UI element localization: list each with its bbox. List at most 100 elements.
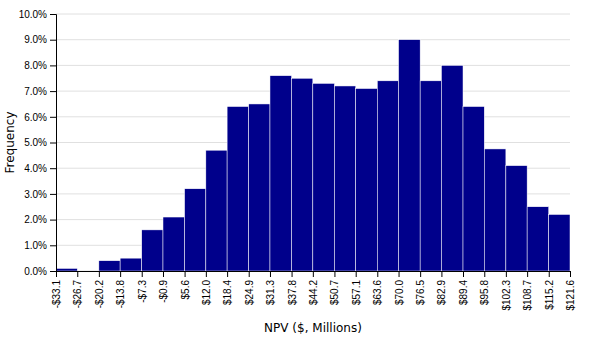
x-tick-label: -$7.3	[137, 280, 148, 303]
y-tick: 4.0%	[24, 163, 56, 174]
x-tick-mark	[249, 271, 250, 277]
y-tick-mark	[50, 194, 56, 195]
x-tick-mark	[292, 271, 293, 277]
x-tick-label: $102.3	[501, 280, 512, 311]
x-axis: -$33.1-$26.7-$20.2-$13.8-$7.3-$0.9$5.6$1…	[51, 271, 576, 311]
y-tick-label: 7.0%	[24, 86, 47, 97]
x-tick-label: $121.6	[565, 280, 576, 311]
x-tick: $5.6	[180, 271, 191, 299]
x-tick-mark	[334, 271, 335, 277]
x-tick: $82.9	[436, 271, 447, 305]
x-tick-label: $57.1	[351, 280, 362, 305]
x-tick: -$13.8	[115, 271, 126, 308]
y-tick: 9.0%	[24, 34, 56, 45]
x-tick: $63.6	[372, 271, 383, 305]
y-tick-label: 2.0%	[24, 214, 47, 225]
x-tick: -$26.7	[72, 271, 83, 308]
x-tick-mark	[120, 271, 121, 277]
plot-area: -$33.1-$26.7-$20.2-$13.8-$7.3-$0.9$5.6$1…	[19, 9, 576, 311]
bar	[506, 166, 527, 271]
bar	[549, 214, 570, 271]
x-tick: $95.8	[479, 271, 490, 305]
y-tick-label: 6.0%	[24, 112, 47, 123]
y-tick-mark	[50, 91, 56, 92]
grid-line	[56, 65, 570, 66]
x-tick-label: $89.4	[458, 280, 469, 305]
x-tick-mark	[463, 271, 464, 277]
x-tick-label: $95.8	[479, 280, 490, 305]
y-axis-title: Frequency	[3, 112, 17, 174]
x-tick-label: $108.7	[522, 280, 533, 311]
x-tick-label: $44.2	[308, 280, 319, 305]
x-tick: $102.3	[501, 271, 512, 311]
bar	[120, 258, 142, 271]
bar	[270, 76, 292, 271]
x-tick-label: -$0.9	[158, 280, 169, 303]
bar	[356, 89, 378, 271]
x-axis-line	[57, 272, 571, 278]
x-tick: $108.7	[522, 271, 533, 311]
y-tick-mark	[50, 271, 56, 272]
y-tick-mark	[50, 14, 56, 15]
x-tick: $44.2	[308, 271, 319, 305]
x-tick-label: $115.2	[544, 280, 555, 310]
y-tick-mark	[50, 117, 56, 118]
y-tick-mark	[50, 143, 56, 144]
x-tick-mark	[399, 271, 400, 277]
bar	[99, 261, 120, 271]
y-tick: 10.0%	[19, 9, 56, 20]
bar	[142, 230, 163, 271]
x-tick-mark	[356, 271, 357, 277]
bar	[56, 268, 77, 271]
x-tick-label: -$26.7	[72, 280, 83, 309]
x-tick-mark	[99, 271, 100, 277]
x-tick-mark	[506, 271, 507, 277]
x-tick-label: $37.8	[287, 280, 298, 305]
x-tick-mark	[570, 271, 571, 277]
x-tick: $37.8	[287, 271, 298, 305]
y-tick-label: 5.0%	[24, 137, 47, 148]
x-tick-label: $31.3	[265, 280, 276, 305]
bar	[420, 81, 441, 271]
x-tick: $121.6	[565, 271, 576, 311]
bar	[249, 104, 270, 271]
grid	[56, 14, 570, 271]
x-tick: $24.9	[244, 271, 255, 305]
x-tick: $12.0	[201, 271, 212, 305]
x-tick-label: $63.6	[372, 280, 383, 305]
x-tick: $89.4	[458, 271, 469, 305]
y-tick: 6.0%	[24, 112, 56, 123]
x-tick-label: $70.0	[394, 280, 405, 305]
y-tick: 2.0%	[24, 214, 56, 225]
x-axis-title: NPV ($, Millions)	[264, 321, 362, 335]
bar	[399, 40, 421, 271]
x-tick-label: $82.9	[436, 280, 447, 305]
bar	[206, 150, 227, 271]
x-tick-mark	[420, 271, 421, 277]
y-tick-label: 9.0%	[24, 34, 47, 45]
x-tick: -$7.3	[137, 271, 148, 303]
bar	[292, 78, 313, 271]
y-tick-mark	[50, 220, 56, 221]
x-tick-mark	[441, 271, 442, 277]
x-tick-mark	[549, 271, 550, 277]
y-tick: 8.0%	[24, 60, 56, 71]
x-tick: $76.5	[415, 271, 426, 305]
x-tick-label: $18.4	[222, 280, 233, 305]
y-tick: 5.0%	[24, 137, 56, 148]
x-tick-mark	[185, 271, 186, 277]
y-tick-label: 3.0%	[24, 189, 47, 200]
y-tick-label: 10.0%	[19, 9, 47, 20]
x-tick-mark	[227, 271, 228, 277]
x-tick-label: -$20.2	[94, 280, 105, 309]
x-tick-label: $5.6	[180, 280, 191, 300]
x-tick: $31.3	[265, 271, 276, 305]
bar	[334, 86, 355, 271]
bar	[463, 107, 484, 271]
x-tick-mark	[527, 271, 528, 277]
grid-line	[56, 39, 570, 40]
x-tick-label: $12.0	[201, 280, 212, 305]
x-tick: $18.4	[222, 271, 233, 305]
y-axis: 0.0%1.0%2.0%3.0%4.0%5.0%6.0%7.0%8.0%9.0%…	[19, 9, 57, 277]
bar	[527, 207, 549, 271]
